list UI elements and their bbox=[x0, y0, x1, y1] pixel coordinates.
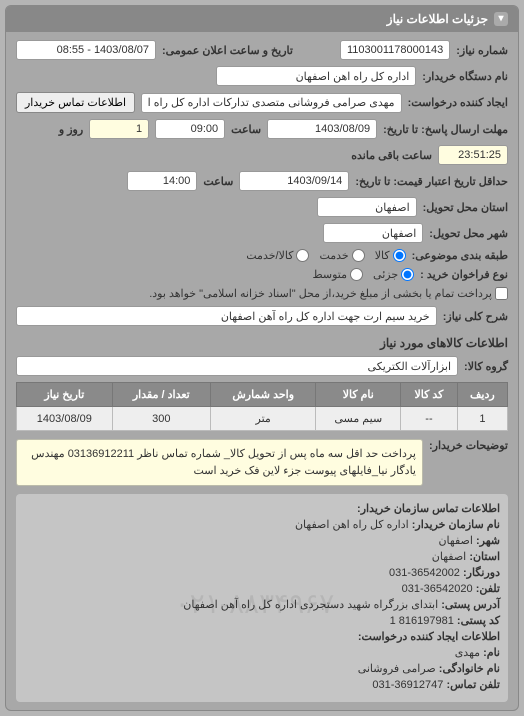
req-creator-title: اطلاعات ایجاد کننده درخواست: bbox=[24, 630, 500, 643]
days-label: روز و bbox=[59, 123, 83, 136]
radio-goods-service-label: کالا/خدمت bbox=[246, 249, 293, 262]
contact-city: شهر: اصفهان bbox=[24, 534, 500, 547]
contact-address: آدرس پستی: ابتدای بزرگراه شهید دستجردی ا… bbox=[24, 598, 500, 611]
classification-label: طبقه بندی موضوعی: bbox=[412, 249, 508, 262]
items-section-title: اطلاعات کالاهای مورد نیاز bbox=[16, 336, 508, 350]
col-name: نام کالا bbox=[316, 383, 401, 407]
payment-checkbox[interactable] bbox=[495, 287, 508, 300]
panel-header[interactable]: ▾ جزئیات اطلاعات نیاز bbox=[6, 6, 518, 32]
requester-label: ایجاد کننده درخواست: bbox=[408, 96, 508, 109]
contact-phone: تلفن: 36542020-031 bbox=[24, 582, 500, 595]
cell-code: -- bbox=[401, 407, 458, 431]
contact-name: نام: مهدی bbox=[24, 646, 500, 659]
contact-postal: کد پستی: 816197981 1 bbox=[24, 614, 500, 627]
priority-radio-group: جزئی متوسط bbox=[312, 268, 414, 281]
collapse-icon[interactable]: ▾ bbox=[494, 12, 508, 26]
city-label: شهر محل تحویل: bbox=[429, 227, 508, 240]
group-label: گروه کالا: bbox=[464, 360, 508, 373]
radio-service-input[interactable] bbox=[352, 249, 365, 262]
validity-date-input[interactable] bbox=[239, 171, 349, 191]
radio-goods-input[interactable] bbox=[393, 249, 406, 262]
contact-title: اطلاعات تماس سازمان خریدار: bbox=[24, 502, 500, 515]
province-input[interactable] bbox=[317, 197, 417, 217]
contact-req-phone: تلفن تماس: 36912747-031 bbox=[24, 678, 500, 691]
contact-org: نام سازمان خریدار: اداره کل راه اهن اصفه… bbox=[24, 518, 500, 531]
notes-label: توضیحات خریدار: bbox=[429, 439, 508, 452]
radio-goods-service-input[interactable] bbox=[296, 249, 309, 262]
col-row: ردیف bbox=[457, 383, 507, 407]
col-unit: واحد شمارش bbox=[210, 383, 315, 407]
cell-qty: 300 bbox=[112, 407, 210, 431]
city-input[interactable] bbox=[323, 223, 423, 243]
contact-lastname: نام خانوادگی: صرامی فروشانی bbox=[24, 662, 500, 675]
priority-label: نوع فراخوان خرید : bbox=[420, 268, 508, 281]
radio-med-input[interactable] bbox=[350, 268, 363, 281]
contact-section: ۰۲۱-۸۸۳۴۹۶۷۰ اطلاعات تماس سازمان خریدار:… bbox=[16, 494, 508, 702]
panel-title: جزئیات اطلاعات نیاز bbox=[387, 12, 488, 26]
buyer-contact-button[interactable]: اطلاعات تماس خریدار bbox=[16, 92, 135, 113]
summary-input[interactable] bbox=[16, 306, 437, 326]
time-label-1: ساعت bbox=[231, 123, 261, 136]
deadline-time-input[interactable] bbox=[155, 119, 225, 139]
buyer-notes: پرداخت حد اقل سه ماه پس از تحویل کالا_ ش… bbox=[16, 439, 423, 486]
days-left-input bbox=[89, 119, 149, 139]
radio-low-input[interactable] bbox=[401, 268, 414, 281]
requester-input[interactable] bbox=[141, 93, 402, 113]
time-left-input bbox=[438, 145, 508, 165]
cell-unit: متر bbox=[210, 407, 315, 431]
contact-province: استان: اصفهان bbox=[24, 550, 500, 563]
province-label: استان محل تحویل: bbox=[423, 201, 508, 214]
payment-note-label: پرداخت تمام یا بخشی از مبلغ خرید،از محل … bbox=[149, 287, 492, 300]
remaining-label: ساعت باقی مانده bbox=[351, 149, 432, 162]
payment-checkbox-item[interactable]: پرداخت تمام یا بخشی از مبلغ خرید،از محل … bbox=[149, 287, 508, 300]
radio-goods-service[interactable]: کالا/خدمت bbox=[246, 249, 309, 262]
buyer-org-label: نام دستگاه خریدار: bbox=[422, 70, 508, 83]
validity-time-input[interactable] bbox=[127, 171, 197, 191]
classification-radio-group: کالا خدمت کالا/خدمت bbox=[246, 249, 405, 262]
panel-body: شماره نیاز: تاریخ و ساعت اعلان عمومی: نا… bbox=[6, 32, 518, 710]
radio-med-label: متوسط bbox=[312, 268, 347, 281]
announce-input[interactable] bbox=[16, 40, 156, 60]
radio-goods-label: کالا bbox=[375, 249, 390, 262]
summary-label: شرح کلی نیاز: bbox=[443, 310, 508, 323]
cell-row: 1 bbox=[457, 407, 507, 431]
col-qty: تعداد / مقدار bbox=[112, 383, 210, 407]
deadline-date-input[interactable] bbox=[267, 119, 377, 139]
validity-label: حداقل تاریخ اعتبار قیمت: تا تاریخ: bbox=[355, 175, 508, 188]
request-no-label: شماره نیاز: bbox=[456, 44, 508, 57]
radio-low-label: جزئی bbox=[373, 268, 398, 281]
radio-service-label: خدمت bbox=[319, 249, 348, 262]
table-row[interactable]: 1 -- سیم مسی متر 300 1403/08/09 bbox=[17, 407, 508, 431]
time-label-2: ساعت bbox=[203, 175, 233, 188]
buyer-org-input[interactable] bbox=[216, 66, 416, 86]
cell-date: 1403/08/09 bbox=[17, 407, 113, 431]
table-header-row: ردیف کد کالا نام کالا واحد شمارش تعداد /… bbox=[17, 383, 508, 407]
announce-label: تاریخ و ساعت اعلان عمومی: bbox=[162, 44, 293, 57]
radio-goods[interactable]: کالا bbox=[375, 249, 406, 262]
contact-fax: دورنگار: 36542002-031 bbox=[24, 566, 500, 579]
col-code: کد کالا bbox=[401, 383, 458, 407]
cell-name: سیم مسی bbox=[316, 407, 401, 431]
radio-service[interactable]: خدمت bbox=[319, 249, 364, 262]
col-date: تاریخ نیاز bbox=[17, 383, 113, 407]
items-table: ردیف کد کالا نام کالا واحد شمارش تعداد /… bbox=[16, 382, 508, 431]
radio-low[interactable]: جزئی bbox=[373, 268, 414, 281]
request-no-input[interactable] bbox=[340, 40, 450, 60]
group-input[interactable] bbox=[16, 356, 458, 376]
radio-med[interactable]: متوسط bbox=[312, 268, 363, 281]
details-panel: ▾ جزئیات اطلاعات نیاز شماره نیاز: تاریخ … bbox=[5, 5, 519, 711]
deadline-label: مهلت ارسال پاسخ: تا تاریخ: bbox=[383, 123, 508, 136]
